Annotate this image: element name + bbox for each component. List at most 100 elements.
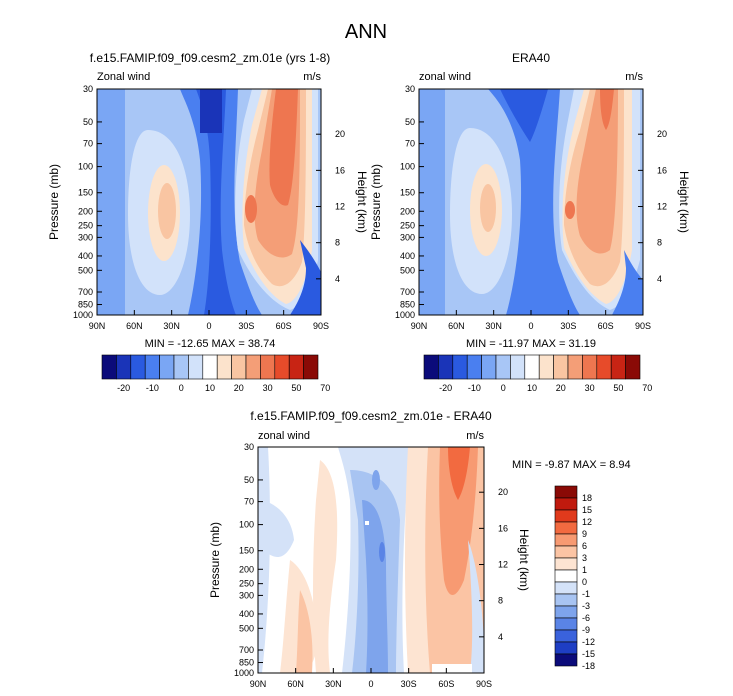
- diff-colorbar-box: [554, 521, 578, 535]
- diff-contour-midlat-positive: [313, 460, 338, 673]
- figure-title: ANN: [345, 21, 387, 43]
- obs-ticks: 90N 60N 30N 0 30S 60S 90S 30 50 70 100 150 200 250300…: [395, 84, 667, 331]
- obs-height-tick-label: 12: [657, 202, 667, 212]
- diff-ytick-label: 850: [239, 658, 254, 668]
- diff-contour-eq-dot: [365, 521, 369, 525]
- diff-colorbar-label: 9: [582, 529, 587, 539]
- diff-panel: f.e15.FAMIP.f09_f09.cesm2_zm.01e - ERA40…: [208, 409, 631, 689]
- obs-contour-jet-south-core: [600, 89, 614, 130]
- diff-height-tick-label: 16: [498, 523, 508, 533]
- obs-colorbar: -20 -10 0 10 20 30 50 70: [423, 354, 652, 393]
- diff-colorbar-box: [554, 581, 578, 595]
- diff-title: f.e15.FAMIP.f09_f09.cesm2_zm.01e - ERA40: [250, 409, 492, 423]
- model-xtick-label: 0: [206, 321, 211, 331]
- model-ylabel: Pressure (mb): [47, 164, 61, 240]
- obs-ytick-label: 1000: [395, 310, 415, 320]
- model-ytick-label: 150: [78, 188, 93, 198]
- diff-xtick-label: 60N: [287, 679, 304, 689]
- obs-ytick-label: 850: [400, 300, 415, 310]
- diff-colorbar-label: -6: [582, 613, 590, 623]
- diff-stats: MIN = -9.87 MAX = 8.94: [512, 459, 631, 471]
- model-ylabel-right: Height (km): [355, 171, 369, 233]
- diff-colorbar: 18 15 12 9 6 3 1 0 -1 -3 -6 -9 -12 -15 -18: [554, 485, 595, 671]
- obs-colorbar-box: [596, 354, 612, 380]
- model-colorbar-box: [130, 354, 146, 380]
- diff-ytick-label: 200: [239, 564, 254, 574]
- diff-height-tick-label: 4: [498, 632, 503, 642]
- model-height-tick-label: 12: [335, 202, 345, 212]
- model-ytick-label: 700: [78, 287, 93, 297]
- obs-xtick-label: 0: [528, 321, 533, 331]
- model-ticks: 90N 60N 30N 0 30S 60S 90S 30 50 70 100 150 200 250300…: [73, 84, 345, 331]
- diff-xtick-label: 90S: [476, 679, 492, 689]
- model-ytick-label: 250: [78, 221, 93, 231]
- diff-colorbar-label: -15: [582, 649, 595, 659]
- obs-xtick-label: 60N: [448, 321, 465, 331]
- diff-xtick-label: 30S: [401, 679, 417, 689]
- obs-xtick-label: 60S: [598, 321, 614, 331]
- obs-colorbar-box: [481, 354, 497, 380]
- diff-xtick-label: 0: [368, 679, 373, 689]
- model-contour-jet-north-core: [158, 183, 176, 239]
- model-ytick-label: 300: [78, 232, 93, 242]
- diff-colorbar-box: [554, 509, 578, 523]
- obs-contour-easterly-core: [500, 89, 548, 142]
- diff-colorbar-label: -1: [582, 589, 590, 599]
- model-colorbar-label: 50: [291, 383, 301, 393]
- model-colorbar-box: [274, 354, 290, 380]
- diff-colorbar-label: 18: [582, 493, 592, 503]
- diff-left-label: zonal wind: [258, 430, 310, 442]
- model-colorbar-box: [245, 354, 261, 380]
- obs-contour-jet-south-max: [565, 201, 575, 219]
- model-ytick-label: 500: [78, 265, 93, 275]
- model-colorbar-box: [216, 354, 232, 380]
- model-colorbar-label: -20: [117, 383, 130, 393]
- diff-colorbar-box: [554, 545, 578, 559]
- obs-contour-jet-south-strong: [576, 89, 618, 254]
- diff-ytick-label: 150: [239, 546, 254, 556]
- obs-colorbar-box: [423, 354, 439, 380]
- diff-colorbar-box: [554, 593, 578, 607]
- obs-ytick-label: 70: [405, 139, 415, 149]
- diff-colorbar-label: 0: [582, 577, 587, 587]
- diff-colorbar-label: 1: [582, 565, 587, 575]
- diff-colorbar-label: 15: [582, 505, 592, 515]
- model-colorbar-label: -10: [146, 383, 159, 393]
- diff-contour-eq-spot-b: [379, 542, 385, 562]
- model-colorbar-box: [101, 354, 117, 380]
- obs-ylabel-right: Height (km): [677, 171, 691, 233]
- diff-ytick-label: 500: [239, 623, 254, 633]
- diff-colorbar-box: [554, 569, 578, 583]
- diff-colorbar-box: [554, 497, 578, 511]
- model-colorbar-box: [260, 354, 276, 380]
- obs-colorbar-box: [438, 354, 454, 380]
- obs-height-tick-label: 4: [657, 274, 662, 284]
- diff-colorbar-label: -18: [582, 661, 595, 671]
- obs-left-label: zonal wind: [419, 71, 471, 83]
- diff-plot-area: [257, 446, 485, 674]
- diff-colorbar-box: [554, 533, 578, 547]
- diff-colorbar-label: 3: [582, 553, 587, 563]
- model-contour-jet-south-max: [245, 195, 257, 223]
- model-height-tick-label: 4: [335, 274, 340, 284]
- obs-colorbar-label: 30: [585, 383, 595, 393]
- obs-height-tick-label: 16: [657, 165, 667, 175]
- model-colorbar-box: [202, 354, 218, 380]
- obs-colorbar-box: [625, 354, 641, 380]
- diff-right-label: m/s: [466, 430, 484, 442]
- model-ytick-label: 400: [78, 251, 93, 261]
- obs-colorbar-box: [567, 354, 583, 380]
- obs-ytick-label: 50: [405, 117, 415, 127]
- obs-ytick-label: 300: [400, 232, 415, 242]
- model-xtick-label: 30N: [163, 321, 180, 331]
- diff-colorbar-label: 12: [582, 517, 592, 527]
- model-height-tick-label: 16: [335, 165, 345, 175]
- diff-contour-north-band: [262, 500, 294, 557]
- obs-ytick-label: 30: [405, 84, 415, 94]
- obs-band-west: [419, 89, 445, 315]
- model-ytick-label: 50: [83, 117, 93, 127]
- diff-ytick-label: 1000: [234, 668, 254, 678]
- diff-ytick-label: 400: [239, 609, 254, 619]
- diff-colorbar-label: 6: [582, 541, 587, 551]
- model-plot-area: [96, 88, 322, 316]
